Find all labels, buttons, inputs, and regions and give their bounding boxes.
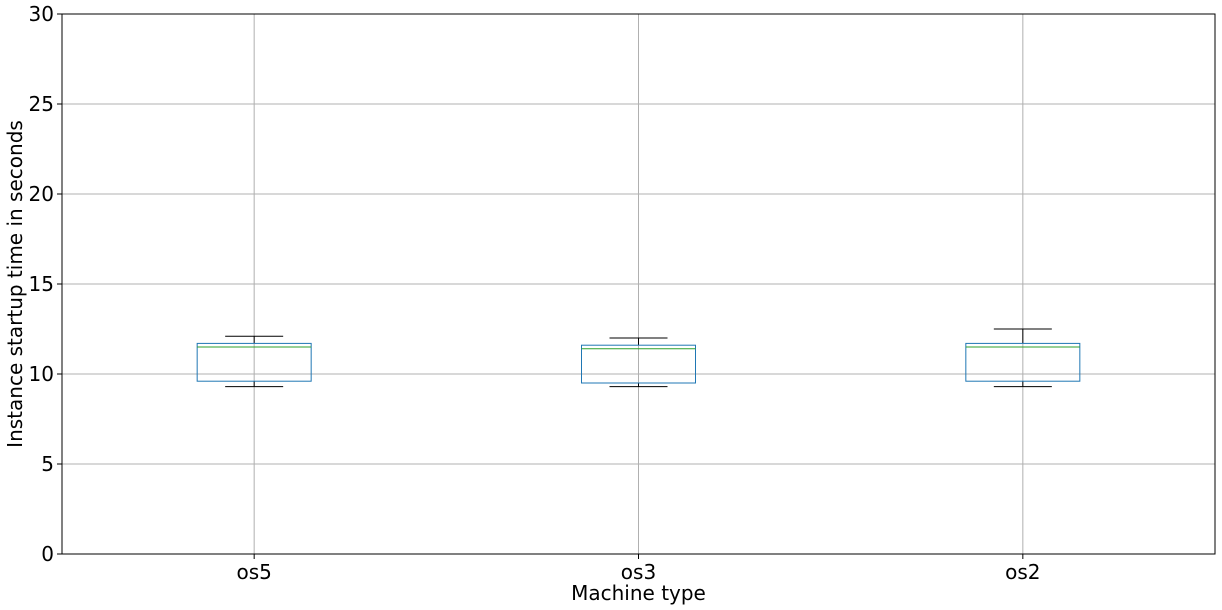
box-os3 — [581, 337, 696, 388]
y-tick-label: 5 — [41, 452, 54, 476]
x-tick-label: os5 — [236, 560, 271, 584]
iqr-box — [965, 342, 1081, 382]
y-tick-label: 10 — [29, 362, 54, 386]
box-os2 — [965, 328, 1081, 388]
boxes — [196, 328, 1081, 388]
x-tick-label: os3 — [621, 560, 656, 584]
y-tick-label: 20 — [29, 182, 54, 206]
y-tick-label: 15 — [29, 272, 54, 296]
grid-lines — [62, 13, 1215, 555]
iqr-box — [581, 344, 696, 384]
y-tick-label: 0 — [41, 542, 54, 566]
y-tick-label: 30 — [29, 2, 54, 26]
x-axis-ticks: os5 os3 os2 — [236, 554, 1041, 584]
x-tick-label: os2 — [1005, 560, 1040, 584]
iqr-box — [196, 342, 312, 382]
y-tick-label: 25 — [29, 92, 54, 116]
x-axis-label: Machine type — [571, 581, 706, 605]
y-axis-ticks: 0 5 10 15 20 25 30 — [29, 2, 62, 566]
box-os5 — [196, 335, 312, 388]
y-axis-label: Instance startup time in seconds — [3, 120, 27, 448]
